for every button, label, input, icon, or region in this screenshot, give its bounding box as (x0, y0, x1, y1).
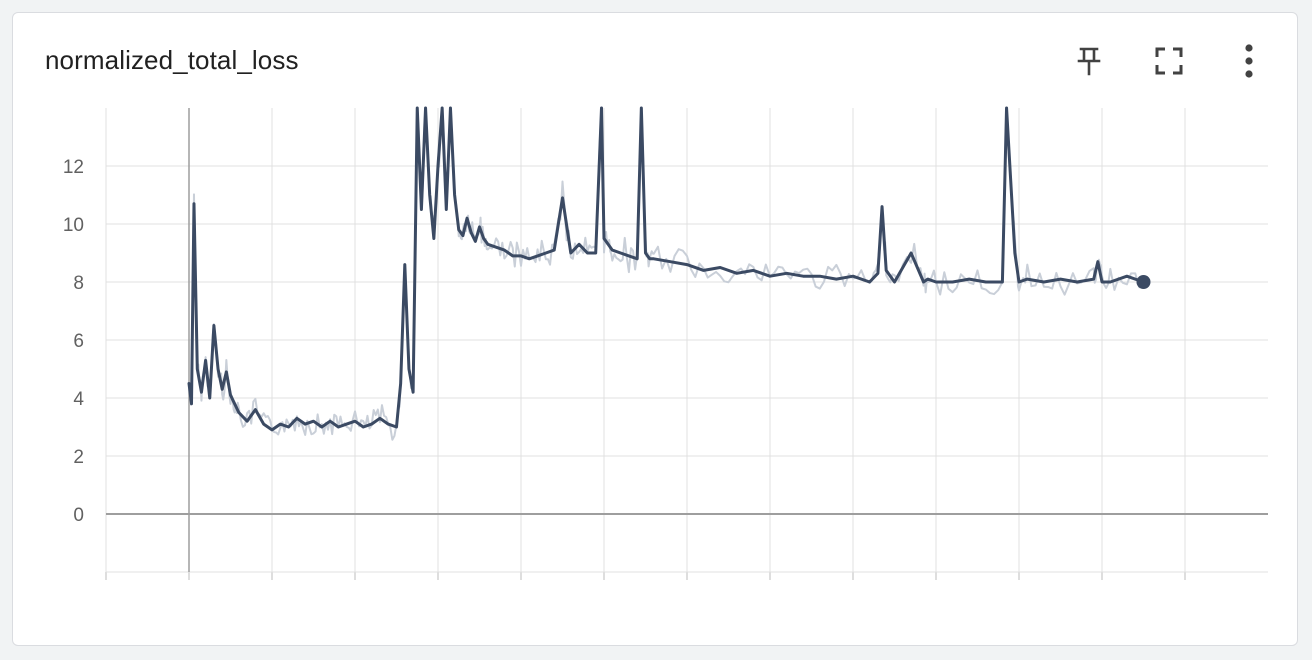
y-tick-label: 2 (73, 447, 84, 468)
card-actions (1071, 43, 1267, 79)
y-tick-label: 0 (73, 505, 84, 526)
raw-series-line (188, 107, 1145, 441)
y-tick-label: 10 (63, 215, 84, 236)
y-tick-label: 4 (73, 389, 84, 410)
more-options-button[interactable] (1231, 43, 1267, 79)
smoothed-series (187, 106, 1151, 432)
axes (105, 108, 1268, 580)
pin-button[interactable] (1071, 43, 1107, 79)
more-vert-icon (1245, 44, 1253, 78)
raw-series (188, 107, 1145, 441)
y-tick-label: 12 (63, 157, 84, 178)
y-tick-label: 6 (73, 331, 84, 352)
fullscreen-icon (1155, 47, 1183, 75)
fullscreen-button[interactable] (1151, 43, 1187, 79)
grid (105, 108, 1268, 572)
smoothed-series-line (187, 106, 1145, 432)
y-tick-labels: 0 2 4 6 8 10 12 (63, 157, 85, 526)
card-title: normalized_total_loss (45, 45, 299, 75)
scalar-card: normalized_total_loss (12, 12, 1298, 646)
y-tick-label: 8 (73, 273, 84, 294)
pin-icon (1077, 47, 1101, 76)
last-point-marker (1136, 275, 1151, 289)
